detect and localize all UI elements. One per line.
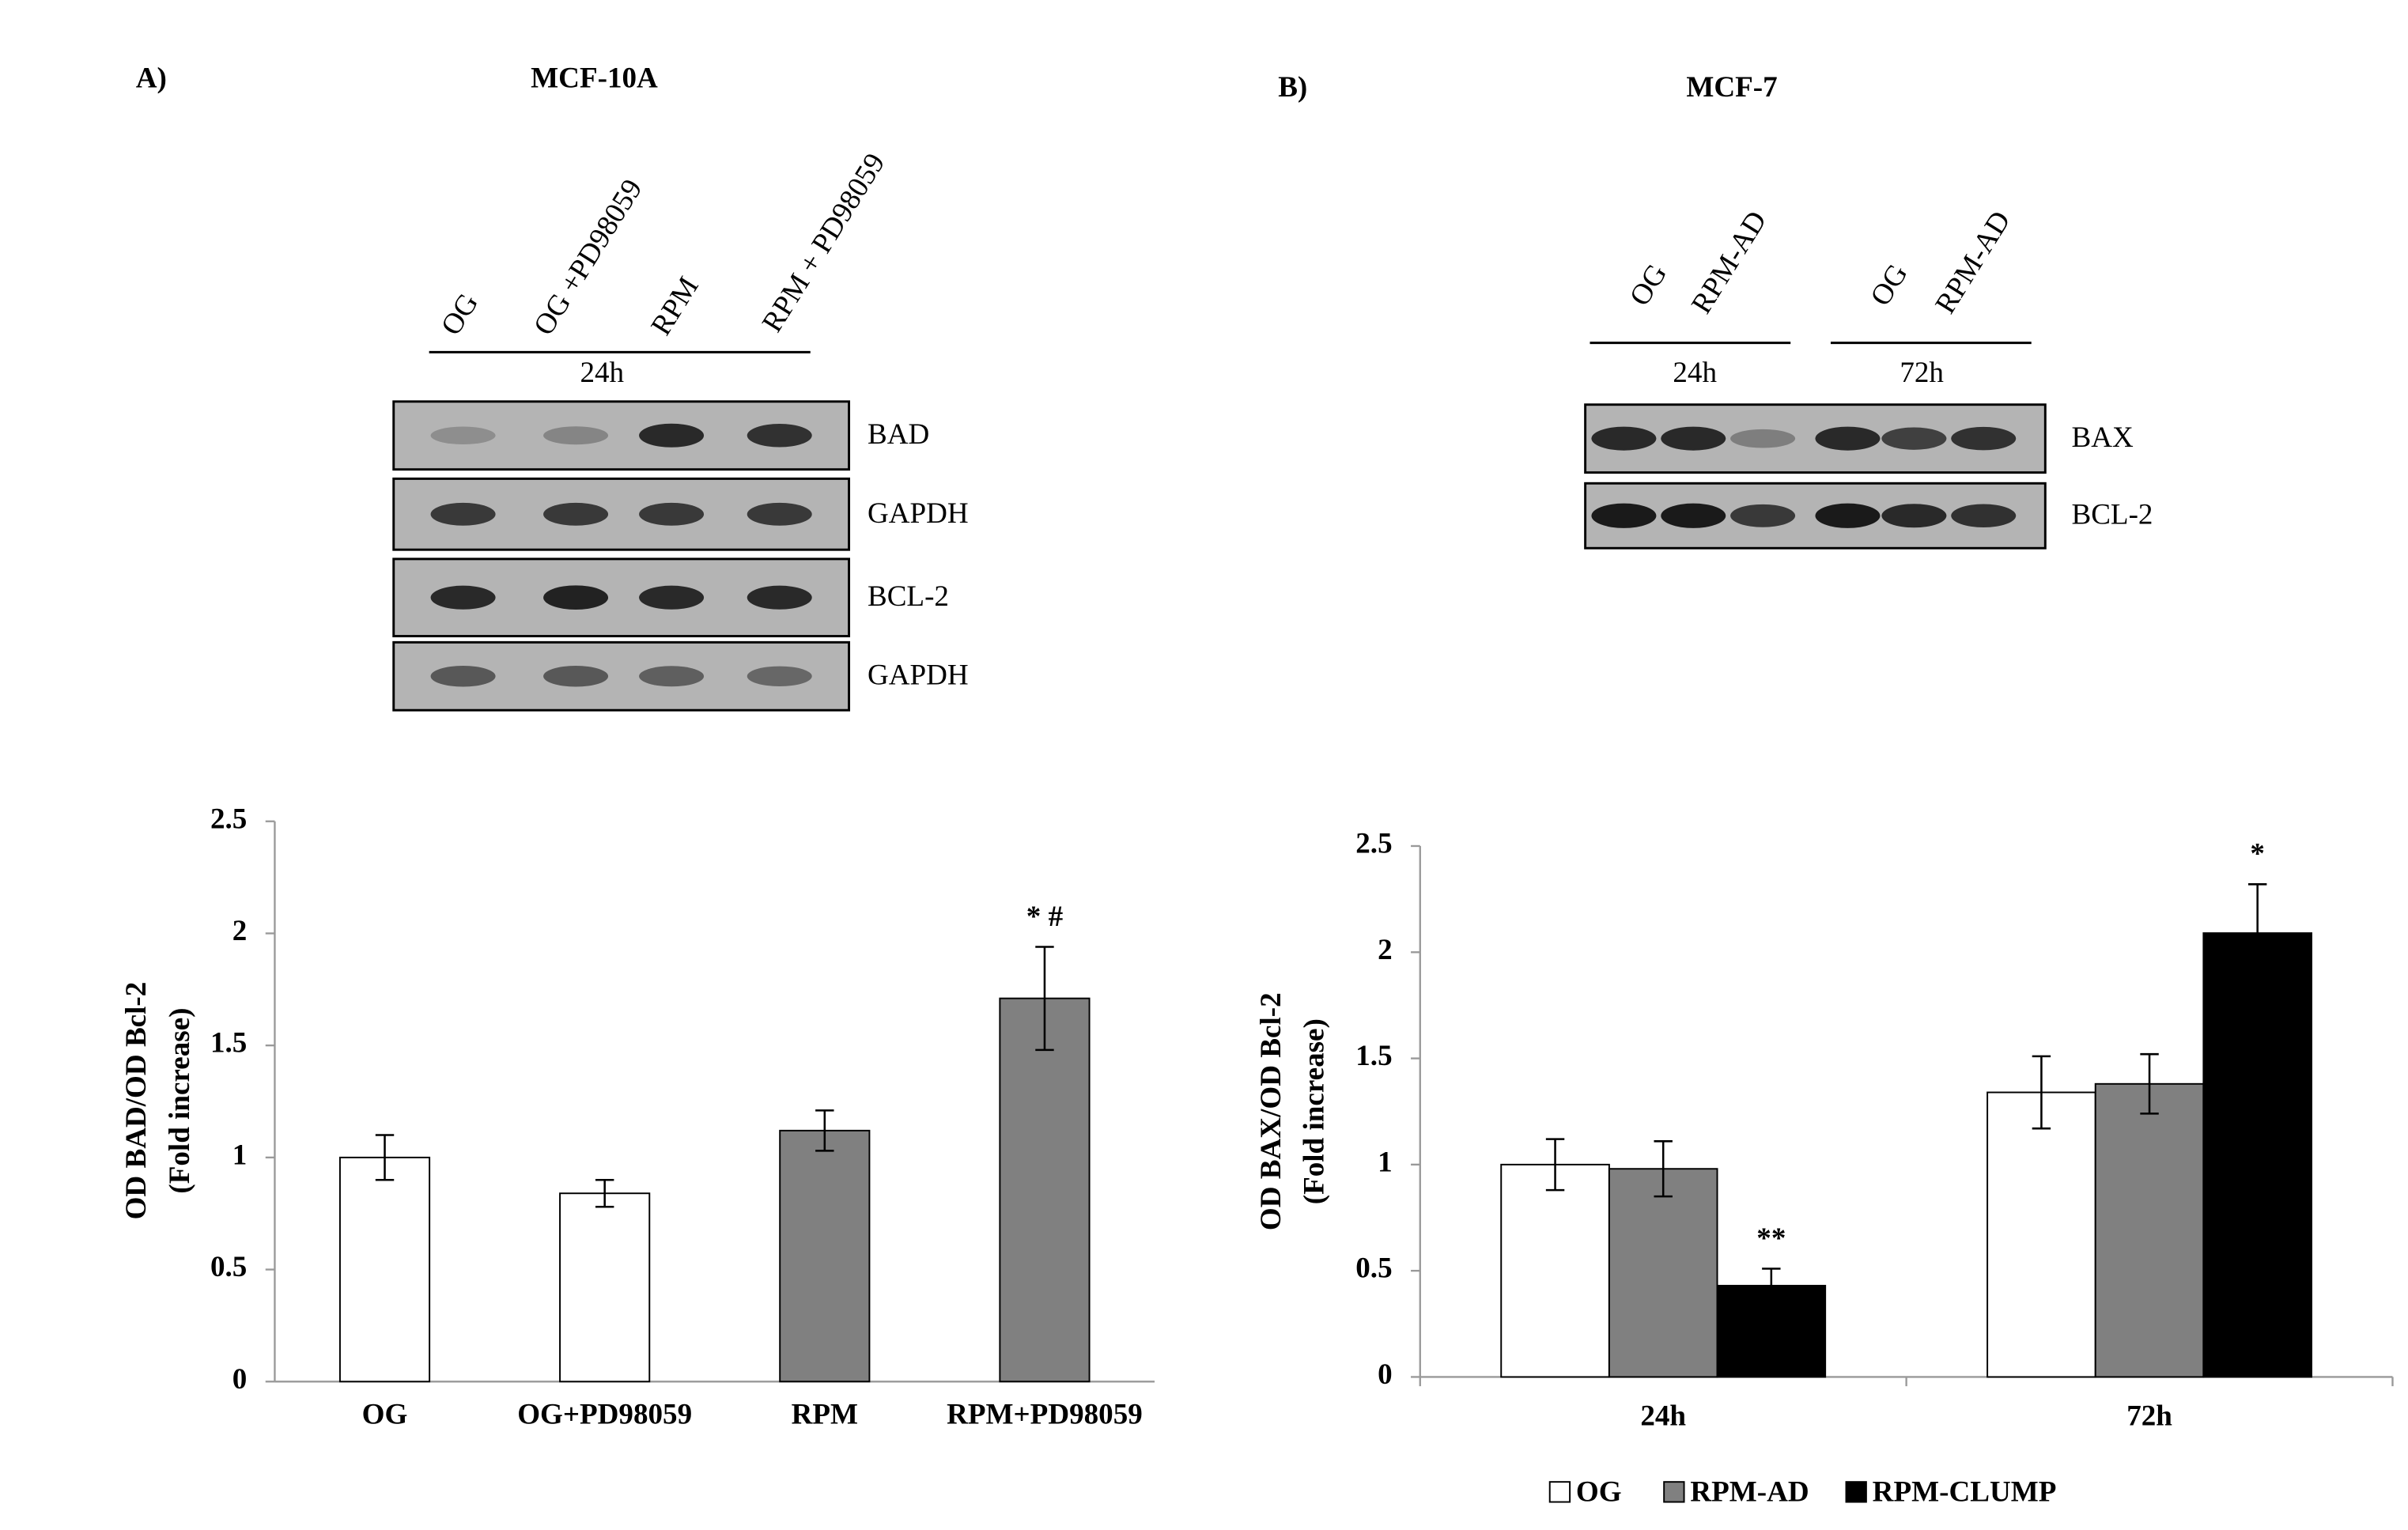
blot-band — [1881, 427, 1947, 450]
y-tick-label: 1 — [1378, 1146, 1393, 1178]
error-bar — [375, 1134, 395, 1181]
bar — [2094, 1082, 2205, 1378]
blot-band — [1951, 504, 2017, 528]
bar — [1987, 1091, 2096, 1378]
bar — [999, 997, 1091, 1383]
error-bar — [1762, 1267, 1781, 1304]
error-bar — [815, 1109, 834, 1152]
error-bar — [1545, 1138, 1565, 1192]
legend-swatch — [1663, 1481, 1685, 1503]
y-tick-label: 1.5 — [210, 1027, 247, 1060]
y-tick-label: 0.5 — [210, 1251, 247, 1283]
y-axis-label: (Fold increase) — [1299, 1018, 1331, 1204]
x-tick-label: OG+PD98059 — [517, 1399, 692, 1431]
legend-swatch — [1845, 1481, 1867, 1503]
blot-band — [430, 585, 496, 610]
timepoint-label: 24h — [1673, 357, 1717, 389]
y-tick-label: 2 — [232, 915, 248, 947]
blot-band — [1815, 503, 1881, 528]
panel-label: B) — [1278, 71, 1307, 104]
y-tick-label: 1.5 — [1355, 1040, 1392, 1072]
legend-swatch — [1548, 1481, 1571, 1503]
blot-band — [543, 585, 609, 610]
blot-band — [639, 666, 705, 687]
blot-band — [543, 426, 609, 445]
y-tick-label: 0 — [1378, 1358, 1393, 1391]
band-label: GAPDH — [868, 659, 969, 692]
x-tick-label: OG — [362, 1399, 408, 1431]
x-tick-label: RPM — [792, 1399, 858, 1431]
y-tick-label: 2.5 — [1355, 827, 1392, 859]
error-bar — [2140, 1052, 2159, 1115]
blot-band — [1730, 429, 1796, 448]
blot-band — [747, 585, 812, 610]
panel-title: MCF-7 — [1686, 71, 1777, 104]
panel-label: A) — [136, 62, 167, 94]
annotation: ** — [1756, 1222, 1786, 1255]
x-tick-label: 24h — [1640, 1400, 1686, 1433]
y-tick-label: 2 — [1378, 934, 1393, 966]
blot-band — [543, 502, 609, 526]
annotation: * — [2250, 838, 2265, 871]
blot-band — [1881, 504, 1947, 528]
y-tick-label: 1 — [232, 1139, 248, 1171]
error-bar — [1035, 946, 1054, 1052]
legend-label: RPM-CLUMP — [1873, 1475, 2057, 1508]
band-label: BAD — [868, 418, 929, 451]
blot-band — [1661, 503, 1726, 528]
error-bar — [2247, 883, 2267, 984]
band-label: BCL-2 — [868, 580, 949, 613]
y-tick-label: 0.5 — [1355, 1252, 1392, 1285]
legend-label: OG — [1576, 1475, 1622, 1508]
error-bar — [1654, 1140, 1673, 1198]
bar — [1500, 1163, 1610, 1378]
error-bar — [595, 1178, 614, 1208]
blot-band — [1661, 426, 1726, 451]
band-label: BAX — [2071, 421, 2134, 454]
bar — [2202, 932, 2312, 1378]
blot-band — [543, 665, 609, 687]
legend-label: RPM-AD — [1690, 1475, 1809, 1508]
blot-band — [1591, 503, 1657, 528]
blot-band — [639, 502, 705, 526]
panel-title: MCF-10A — [531, 62, 658, 94]
annotation: * # — [1026, 901, 1064, 933]
blot-band — [430, 502, 496, 526]
y-axis-label: OD BAX/OD Bcl-2 — [1255, 992, 1287, 1230]
timepoint-label: 24h — [580, 357, 624, 389]
bar — [338, 1156, 431, 1383]
blot-band — [430, 426, 496, 444]
blot-band — [747, 502, 812, 526]
blot-band — [1951, 426, 2017, 451]
blot-band — [430, 665, 496, 687]
x-tick-label: 72h — [2126, 1400, 2172, 1433]
band-label: GAPDH — [868, 497, 969, 530]
bar — [1608, 1168, 1718, 1378]
blot-band — [639, 585, 705, 610]
timepoint-label: 72h — [1900, 357, 1944, 389]
blot-band — [747, 424, 812, 448]
blot-band — [1815, 426, 1881, 451]
bar — [559, 1192, 651, 1383]
bar — [779, 1129, 871, 1383]
blot-band — [1730, 504, 1796, 527]
y-axis-label: (Fold increase) — [164, 1007, 196, 1193]
y-tick-label: 2.5 — [210, 803, 247, 835]
y-tick-label: 0 — [232, 1363, 248, 1396]
band-label: BCL-2 — [2071, 499, 2153, 531]
x-tick-label: RPM+PD98059 — [947, 1399, 1143, 1431]
y-axis-label: OD BAD/OD Bcl-2 — [120, 982, 153, 1220]
blot-band — [639, 423, 705, 448]
blot-band — [1591, 426, 1657, 451]
blot-band — [747, 666, 812, 686]
error-bar — [2032, 1055, 2051, 1130]
